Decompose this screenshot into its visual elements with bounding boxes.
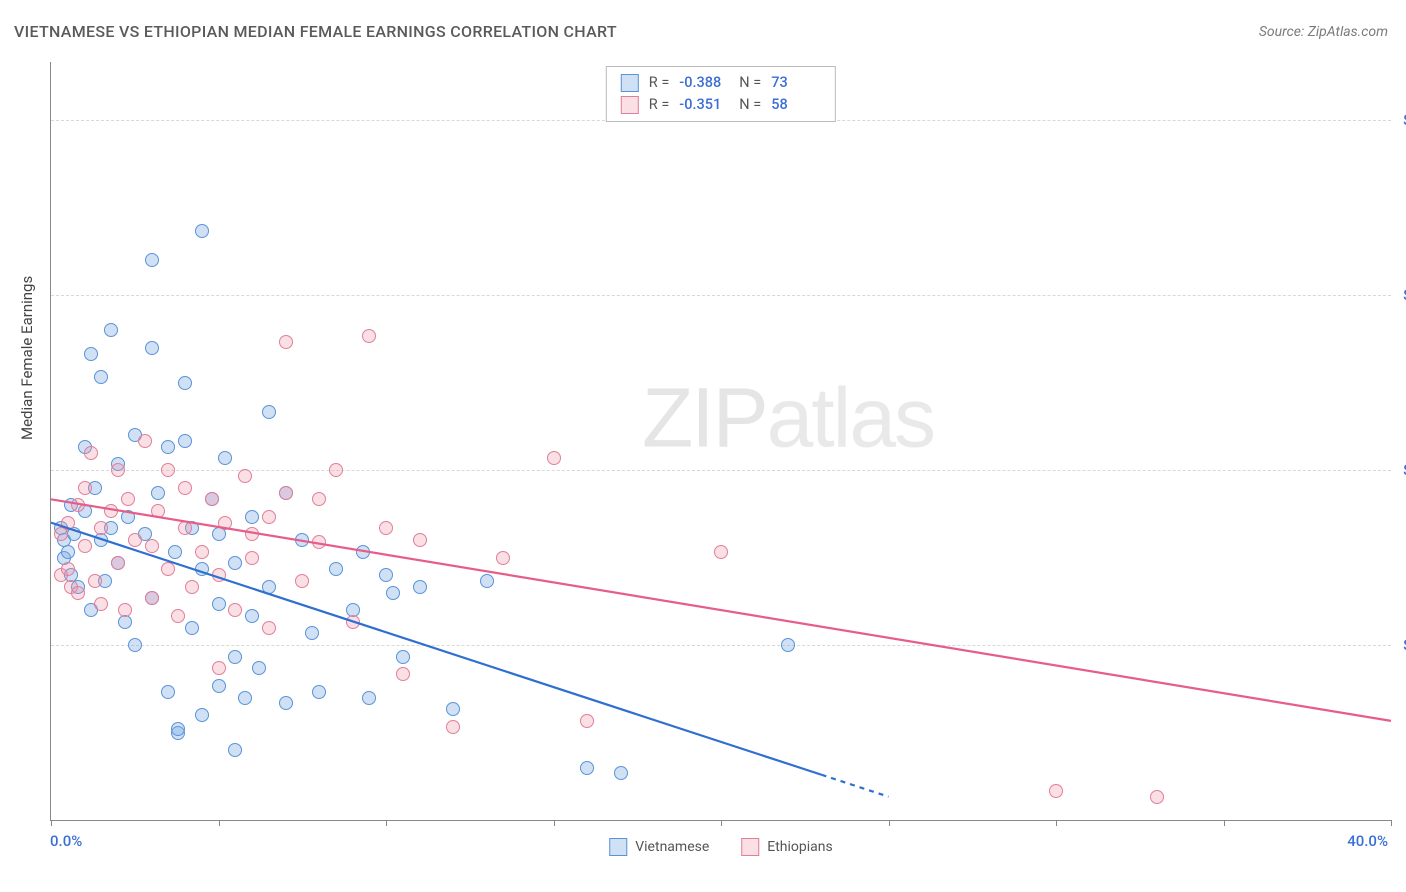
x-tick (889, 820, 890, 826)
source-attribution: Source: ZipAtlas.com (1259, 24, 1388, 40)
y-tick-label: $80,000 (1395, 111, 1406, 129)
legend-item-ethiopians: Ethiopians (741, 838, 832, 856)
n-label: N = (739, 72, 761, 94)
x-tick (1391, 820, 1392, 826)
chart-title: VIETNAMESE VS ETHIOPIAN MEDIAN FEMALE EA… (14, 22, 617, 41)
x-tick (721, 820, 722, 826)
chart-container: VIETNAMESE VS ETHIOPIAN MEDIAN FEMALE EA… (0, 0, 1406, 892)
x-axis-min-label: 0.0% (50, 832, 82, 850)
y-axis-label: Median Female Earnings (18, 276, 36, 440)
r-value-vietnamese: -0.388 (679, 72, 729, 94)
x-tick (219, 820, 220, 826)
legend-row-vietnamese: R = -0.388 N = 73 (621, 72, 821, 94)
legend-label-ethiopians: Ethiopians (767, 839, 832, 855)
x-axis-max-label: 40.0% (1347, 832, 1388, 850)
x-tick (1224, 820, 1225, 826)
x-tick (386, 820, 387, 826)
series-legend: Vietnamese Ethiopians (609, 838, 833, 856)
y-tick-label: $50,000 (1395, 461, 1406, 479)
swatch-ethiopians (621, 96, 639, 114)
x-tick (51, 820, 52, 826)
r-value-ethiopians: -0.351 (679, 94, 729, 116)
n-label: N = (739, 94, 761, 116)
plot-area: ZIPatlas R = -0.388 N = 73 R = -0.351 N … (50, 62, 1391, 821)
y-tick-label: $65,000 (1395, 286, 1406, 304)
correlation-legend: R = -0.388 N = 73 R = -0.351 N = 58 (606, 66, 836, 122)
swatch-ethiopians (741, 838, 759, 856)
trend-lines (51, 62, 1391, 820)
swatch-vietnamese (609, 838, 627, 856)
legend-label-vietnamese: Vietnamese (635, 839, 709, 855)
legend-row-ethiopians: R = -0.351 N = 58 (621, 94, 821, 116)
n-value-vietnamese: 73 (771, 72, 821, 94)
x-tick (554, 820, 555, 826)
n-value-ethiopians: 58 (771, 94, 821, 116)
y-tick-label: $35,000 (1395, 636, 1406, 654)
r-label: R = (649, 94, 670, 116)
r-label: R = (649, 72, 670, 94)
legend-item-vietnamese: Vietnamese (609, 838, 709, 856)
swatch-vietnamese (621, 74, 639, 92)
x-tick (1056, 820, 1057, 826)
